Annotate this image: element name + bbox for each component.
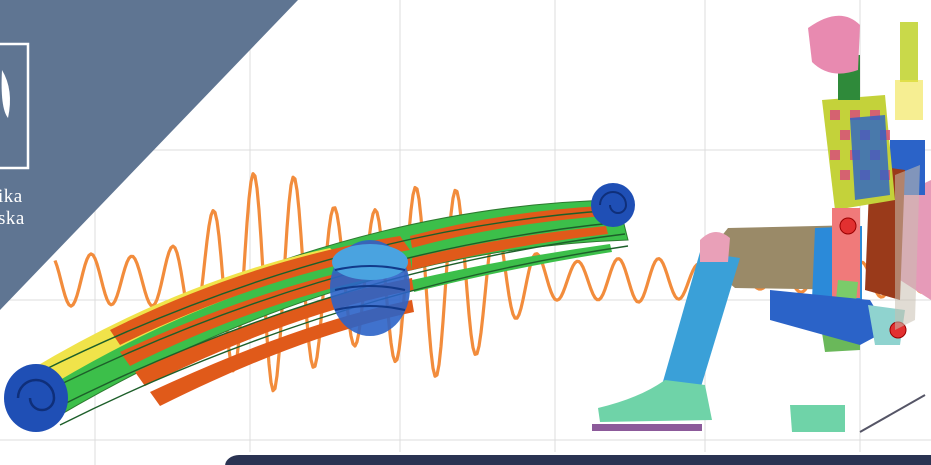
logo-text-line-1: ika xyxy=(0,186,23,207)
crash-test-dummy-model xyxy=(592,15,931,433)
spring-eye-left xyxy=(4,364,68,432)
spring-eye-right xyxy=(591,183,635,227)
bottom-bar xyxy=(225,452,931,465)
leaf-spring-model xyxy=(4,183,635,432)
university-shield-icon xyxy=(0,42,30,170)
corner-panel xyxy=(0,0,298,310)
logo-text-line-2: ska xyxy=(0,208,25,229)
